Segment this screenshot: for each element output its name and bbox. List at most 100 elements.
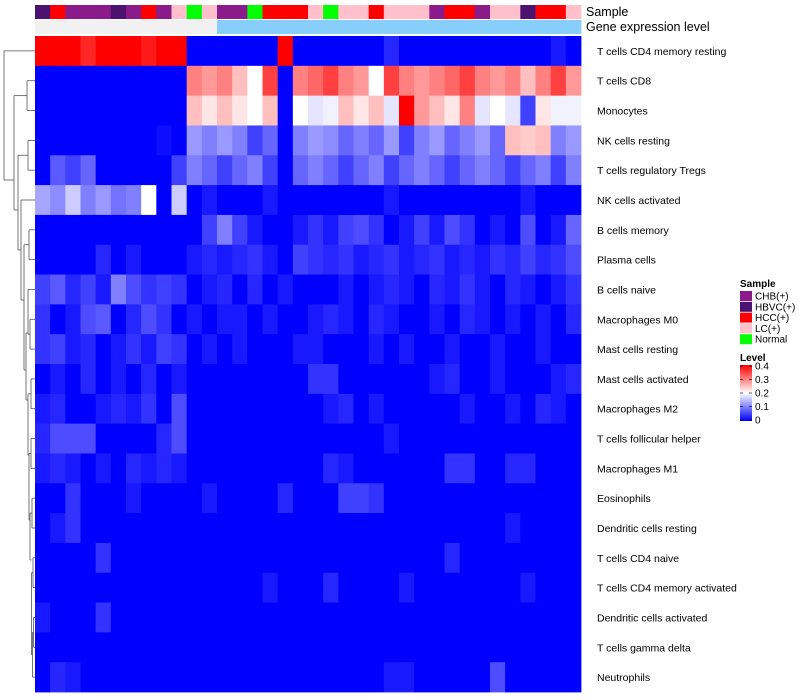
heatmap-cell [95,364,112,395]
heatmap-cell [35,274,51,305]
heatmap-cell [490,423,506,454]
heatmap-cell [65,602,81,633]
heatmap-cell [414,632,430,663]
legend-level-ticklabel: 0.2 [755,389,769,400]
heatmap-cell [565,125,582,156]
row-label: T cells CD4 memory activated [597,583,737,595]
heatmap-cell [95,36,112,67]
heatmap-cell [110,364,127,395]
heatmap-cell [399,572,415,603]
heatmap-cell [520,274,536,305]
heatmap-cell [277,36,294,67]
heatmap-cell [535,65,552,97]
heatmap-cell [308,453,324,484]
heatmap-cell [65,155,81,186]
heatmap-cell [444,214,461,246]
heatmap-cell [520,214,536,246]
heatmap-cell [201,334,218,365]
heatmap-cell [217,36,233,67]
heatmap-cell [535,483,552,514]
heatmap-cell [550,662,567,693]
heatmap-cell [323,155,339,186]
heatmap-cell [35,453,51,484]
heatmap-cell [505,155,521,186]
heatmap-cell [171,95,188,126]
heatmap-cell [490,185,506,216]
heatmap-cell [217,602,233,633]
legend-label-normal: Normal [755,335,787,346]
heatmap-cell [444,65,461,97]
heatmap-cell [65,453,81,484]
heatmap-cell [277,65,294,97]
heatmap-cell [65,65,81,97]
heatmap-cell [368,185,385,216]
heatmap-cell [550,632,567,663]
heatmap-cell [399,364,415,395]
heatmap-cell [80,125,97,156]
heatmap-cell [141,155,157,186]
sample-annotation-cell [414,5,430,19]
heatmap-cell [520,632,536,663]
heatmap-cell [65,662,81,693]
heatmap-cell [277,185,294,216]
heatmap-cell [80,632,97,663]
heatmap-cell [232,364,248,395]
expression-level-cell [186,20,203,34]
sample-annotation-cell [95,5,112,19]
heatmap-cell [35,632,51,663]
heatmap-cell [490,542,506,574]
heatmap-cell [399,513,415,544]
heatmap-cell [459,364,476,395]
heatmap-cell [277,602,294,633]
heatmap-cell [550,36,567,67]
heatmap-cell [186,393,203,425]
heatmap-cell [201,542,218,574]
heatmap-cell [201,662,218,693]
sample-annotation-cell [35,5,51,19]
heatmap-cell [383,95,400,126]
heatmap-cell [186,214,203,246]
row-label: Macrophages M1 [597,463,678,475]
sample-annotation-cell [65,5,81,19]
heatmap-cell [35,244,51,275]
heatmap-cell [565,244,582,275]
heatmap-cell [232,334,248,365]
heatmap-cell [535,632,552,663]
heatmap-cell [429,572,445,603]
heatmap-cell [474,244,491,275]
heatmap-cell [368,423,385,454]
heatmap-cell [186,662,203,693]
heatmap-cell [171,513,188,544]
heatmap-cell [277,572,294,603]
heatmap-cell [186,155,203,186]
heatmap-cell [262,483,279,514]
heatmap-cell [505,65,521,97]
heatmap-cell [232,185,248,216]
heatmap-cell [550,602,567,633]
heatmap-cell [232,602,248,633]
heatmap-cell [201,453,218,484]
heatmap-cell [550,572,567,603]
heatmap-cell [292,423,309,454]
heatmap-cell [368,155,385,186]
heatmap-cell [429,95,445,126]
heatmap-cell [490,453,506,484]
heatmap-cell [95,572,112,603]
heatmap-cell [459,602,476,633]
heatmap-cell [323,125,339,156]
heatmap-cell [383,155,400,186]
heatmap-cell [368,125,385,156]
heatmap-cell [292,572,309,603]
heatmap-cell [277,95,294,126]
heatmap-cell [35,125,51,156]
heatmap-cell [308,36,324,67]
heatmap-cell [247,185,263,216]
heatmap-cell [474,304,491,335]
heatmap-cell [232,662,248,693]
heatmap-cell [50,513,66,544]
heatmap-cell [383,453,400,484]
heatmap-cell [399,632,415,663]
legend-sample-title: Sample [740,279,776,290]
heatmap-cell [368,364,385,395]
heatmap-cell [262,542,279,574]
